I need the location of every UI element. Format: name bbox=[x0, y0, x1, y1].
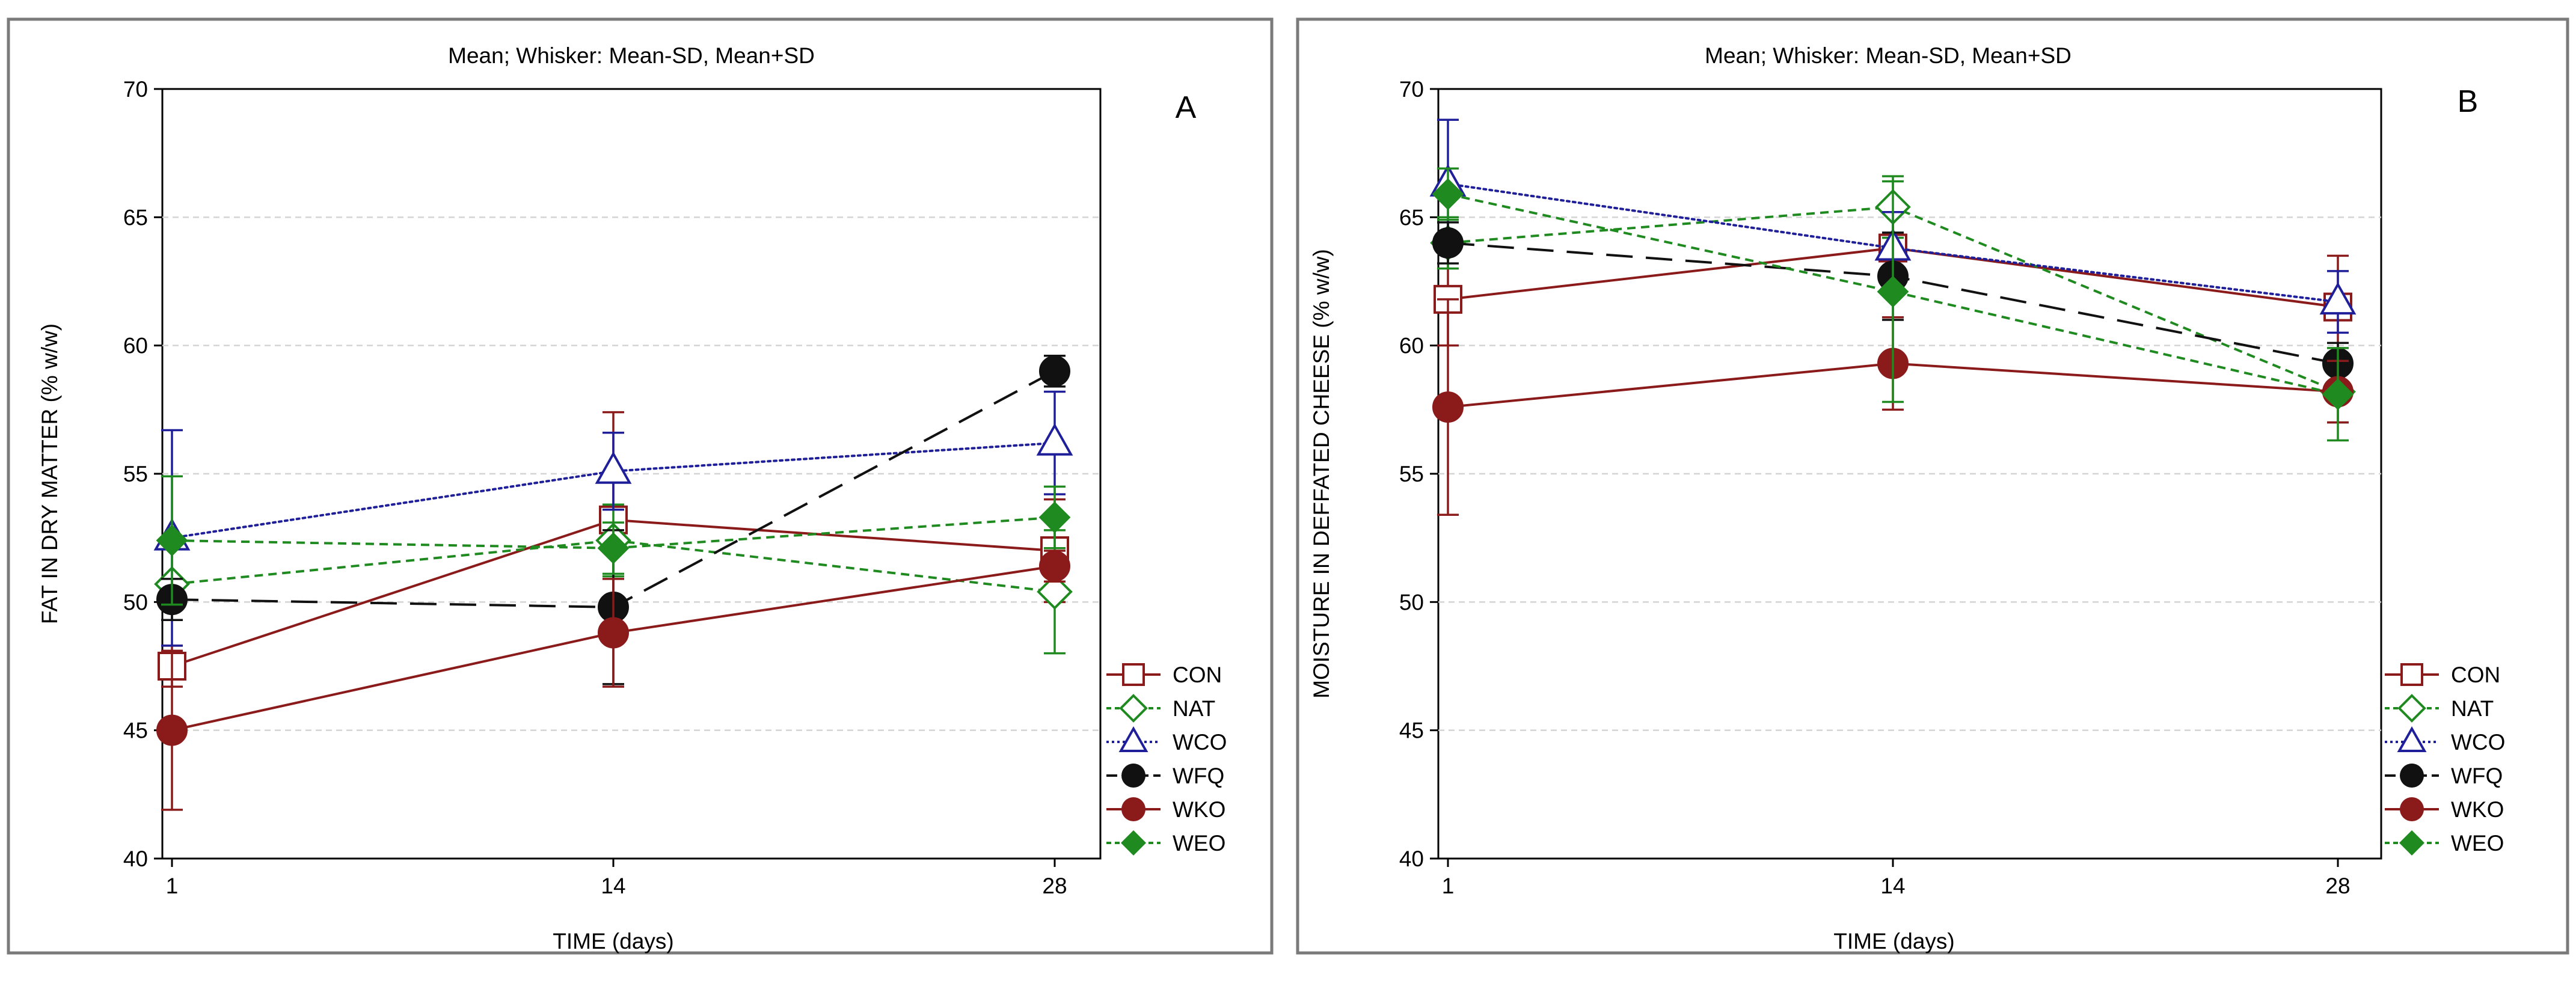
x-tick-label: 28 bbox=[1042, 874, 1067, 898]
y-tick-label: 70 bbox=[1399, 77, 1424, 102]
chart-panel-B: 40 45 50 55 60 65 70 1 14 28 Mean; Whisker: Mean-S… bbox=[1296, 17, 2569, 955]
data-point bbox=[1037, 574, 1073, 610]
data-point bbox=[1039, 355, 1070, 387]
data-point bbox=[1038, 501, 1071, 533]
data-point bbox=[598, 617, 629, 649]
x-tick-label: 14 bbox=[1880, 874, 1905, 898]
chart-panel-A: 40 45 50 55 60 65 70 1 14 28 Mean; Whisker: Mean-S… bbox=[7, 17, 1274, 955]
legend-label: CON bbox=[2451, 663, 2500, 687]
y-tick-label: 50 bbox=[1399, 590, 1424, 614]
legend-marker bbox=[1119, 694, 1148, 723]
x-tick-label: 1 bbox=[166, 874, 179, 898]
data-point bbox=[2322, 378, 2354, 411]
legend-marker bbox=[2400, 663, 2423, 686]
legend-marker bbox=[1121, 830, 1146, 856]
data-point bbox=[595, 451, 632, 484]
legend-marker bbox=[2397, 694, 2426, 723]
x-axis-label: TIME (days) bbox=[1833, 929, 1954, 954]
data-point bbox=[1036, 423, 1073, 456]
legend-label: WCO bbox=[2451, 730, 2505, 755]
legend-item-nat: NAT bbox=[2385, 694, 2494, 723]
legend-label: WKO bbox=[1173, 797, 1225, 822]
legend-marker bbox=[2400, 764, 2424, 788]
legend-item-wfq: WFQ bbox=[1106, 764, 1224, 788]
series-weo bbox=[1432, 167, 2354, 442]
y-axis-label: FAT IN DRY MATTER (% w/w) bbox=[37, 323, 62, 624]
y-tick-label: 70 bbox=[123, 77, 148, 102]
legend-label: WEO bbox=[2451, 831, 2504, 856]
chart-title: Mean; Whisker: Mean-SD, Mean+SD bbox=[1705, 43, 2072, 68]
legend-marker bbox=[1122, 663, 1145, 686]
data-point bbox=[1432, 178, 1464, 210]
x-tick-label: 14 bbox=[601, 874, 625, 898]
legend-marker bbox=[1121, 764, 1145, 788]
y-tick-label: 40 bbox=[123, 847, 148, 871]
panel-letter: A bbox=[1176, 90, 1197, 125]
legend-item-wco: WCO bbox=[2385, 726, 2505, 755]
series-wko bbox=[156, 550, 1070, 811]
y-tick-label: 65 bbox=[1399, 205, 1424, 230]
legend-marker bbox=[2397, 726, 2427, 752]
y-axis-label: MOISTURE IN DEFFATED CHEESE (% w/w) bbox=[1309, 249, 1334, 699]
legend-label: WKO bbox=[2451, 797, 2504, 822]
legend-item-nat: NAT bbox=[1106, 694, 1215, 723]
data-point bbox=[2319, 282, 2357, 315]
legend-item-weo: WEO bbox=[2385, 830, 2504, 856]
x-axis-label: TIME (days) bbox=[553, 929, 673, 954]
legend-label: WFQ bbox=[2451, 764, 2503, 788]
y-tick-label: 60 bbox=[123, 334, 148, 358]
data-point bbox=[1432, 391, 1464, 423]
data-point bbox=[597, 532, 630, 565]
legend-item-con: CON bbox=[2385, 663, 2500, 687]
legend-marker bbox=[1118, 726, 1148, 752]
legend-marker bbox=[1121, 797, 1145, 821]
data-point bbox=[1432, 227, 1464, 259]
y-tick-label: 45 bbox=[123, 718, 148, 743]
legend-label: WCO bbox=[1173, 730, 1227, 755]
series-weo bbox=[156, 475, 1071, 606]
chart-title: Mean; Whisker: Mean-SD, Mean+SD bbox=[448, 43, 815, 68]
data-point bbox=[1039, 550, 1070, 582]
legend-item-wko: WKO bbox=[1106, 797, 1225, 822]
legend-item-wco: WCO bbox=[1106, 726, 1227, 755]
x-tick-label: 1 bbox=[1442, 874, 1455, 898]
legend-marker bbox=[2399, 830, 2424, 856]
legend-item-wko: WKO bbox=[2385, 797, 2504, 822]
legend-label: WFQ bbox=[1173, 764, 1224, 788]
series-line bbox=[171, 516, 1055, 550]
y-tick-label: 40 bbox=[1399, 847, 1424, 871]
legend: CON NAT WCO WFQ WKO WEO bbox=[1106, 663, 1227, 856]
y-tick-label: 60 bbox=[1399, 334, 1424, 358]
legend: CON NAT WCO WFQ WKO WEO bbox=[2385, 663, 2505, 856]
y-tick-label: 55 bbox=[1399, 462, 1424, 486]
legend-marker bbox=[2400, 797, 2424, 821]
data-point bbox=[156, 524, 188, 557]
y-tick-label: 45 bbox=[1399, 718, 1424, 743]
legend-label: NAT bbox=[2451, 696, 2494, 721]
legend-label: NAT bbox=[1173, 696, 1215, 721]
panel-letter: B bbox=[2458, 84, 2479, 119]
legend-item-wfq: WFQ bbox=[2385, 764, 2503, 788]
y-tick-label: 65 bbox=[123, 205, 148, 230]
x-tick-label: 28 bbox=[2325, 874, 2350, 898]
series-line bbox=[1447, 182, 2339, 304]
data-point bbox=[1877, 275, 1909, 308]
legend-label: CON bbox=[1173, 663, 1222, 687]
legend-item-weo: WEO bbox=[1106, 830, 1225, 856]
y-tick-label: 50 bbox=[123, 590, 148, 614]
y-tick-label: 55 bbox=[123, 462, 148, 486]
legend-item-con: CON bbox=[1106, 663, 1222, 687]
data-point bbox=[156, 714, 188, 746]
legend-label: WEO bbox=[1173, 831, 1225, 856]
